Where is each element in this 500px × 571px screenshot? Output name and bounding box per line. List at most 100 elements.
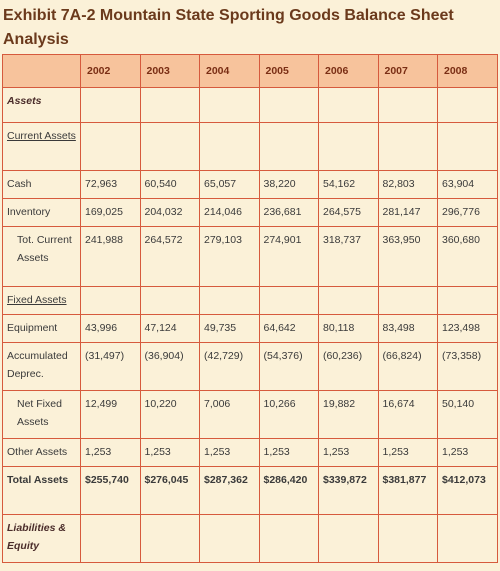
empty-cell — [318, 122, 379, 171]
cell-value: 169,025 — [80, 198, 141, 227]
cell-value: 19,882 — [318, 390, 379, 439]
cell-value: (60,236) — [318, 342, 379, 391]
table-row: Equipment 43,996 47,124 49,735 64,642 80… — [2, 314, 498, 343]
cell-value: 264,572 — [139, 226, 200, 287]
year-header: 2002 — [80, 54, 141, 88]
cell-value: 264,575 — [318, 198, 379, 227]
empty-cell — [437, 87, 498, 123]
cell-value: 279,103 — [199, 226, 260, 287]
cell-value: 123,498 — [437, 314, 498, 343]
empty-cell — [199, 286, 260, 315]
cell-value: 236,681 — [258, 198, 319, 227]
year-header: 2004 — [199, 54, 260, 88]
table-row: Assets — [2, 87, 498, 123]
cell-value: 72,963 — [80, 170, 141, 199]
cell-value: 241,988 — [80, 226, 141, 287]
title-line-2: Analysis — [3, 31, 69, 48]
cell-value: (54,376) — [258, 342, 319, 391]
empty-cell — [377, 122, 438, 171]
table-row: Fixed Assets — [2, 286, 498, 315]
empty-cell — [258, 286, 319, 315]
cell-value: 60,540 — [139, 170, 200, 199]
empty-cell — [139, 514, 200, 563]
row-label-fixed-assets: Fixed Assets — [2, 286, 81, 315]
cell-value: 1,253 — [199, 438, 260, 467]
cell-value: 64,642 — [258, 314, 319, 343]
cell-value: 281,147 — [377, 198, 438, 227]
page-title: Exhibit 7A-2 Mountain State Sporting Goo… — [3, 4, 483, 52]
cell-value: 49,735 — [199, 314, 260, 343]
cell-value: $287,362 — [199, 466, 260, 515]
cell-value: 204,032 — [139, 198, 200, 227]
empty-cell — [437, 122, 498, 171]
empty-cell — [377, 514, 438, 563]
header-row: 2002 2003 2004 2005 2006 2007 2008 — [2, 54, 498, 88]
cell-value: 82,803 — [377, 170, 438, 199]
empty-cell — [199, 122, 260, 171]
cell-value: $276,045 — [139, 466, 200, 515]
year-header: 2008 — [437, 54, 498, 88]
empty-cell — [437, 286, 498, 315]
cell-value: 363,950 — [377, 226, 438, 287]
row-label-liabilities-equity: Liabilities & Equity — [2, 514, 81, 563]
table-row: Total Assets $255,740 $276,045 $287,362 … — [2, 466, 498, 515]
row-label-equipment: Equipment — [2, 314, 81, 343]
empty-cell — [80, 122, 141, 171]
cell-value: 50,140 — [437, 390, 498, 439]
row-label-other-assets: Other Assets — [2, 438, 81, 467]
row-label-accumulated-deprec: Accumulated Deprec. — [2, 342, 81, 391]
cell-value: 10,266 — [258, 390, 319, 439]
cell-value: 1,253 — [318, 438, 379, 467]
empty-cell — [377, 87, 438, 123]
cell-value: 274,901 — [258, 226, 319, 287]
cell-value: 1,253 — [80, 438, 141, 467]
cell-value: (73,358) — [437, 342, 498, 391]
cell-value: (36,904) — [139, 342, 200, 391]
empty-cell — [199, 87, 260, 123]
cell-value: 63,904 — [437, 170, 498, 199]
empty-cell — [139, 87, 200, 123]
table-row: Current Assets — [2, 122, 498, 171]
empty-cell — [318, 286, 379, 315]
table-row: Other Assets 1,253 1,253 1,253 1,253 1,2… — [2, 438, 498, 467]
balance-sheet-table: 2002 2003 2004 2005 2006 2007 2008 Asset… — [2, 54, 498, 563]
empty-cell — [139, 286, 200, 315]
empty-cell — [377, 286, 438, 315]
row-label-total-assets: Total Assets — [2, 466, 81, 515]
row-label-net-fixed-assets: Net Fixed Assets — [2, 390, 81, 439]
header-corner — [2, 54, 81, 88]
cell-value: 296,776 — [437, 198, 498, 227]
empty-cell — [199, 514, 260, 563]
empty-cell — [318, 87, 379, 123]
cell-value: 1,253 — [377, 438, 438, 467]
year-header: 2007 — [377, 54, 438, 88]
cell-value: 360,680 — [437, 226, 498, 287]
cell-value: (31,497) — [80, 342, 141, 391]
year-header: 2003 — [139, 54, 200, 88]
cell-value: 54,162 — [318, 170, 379, 199]
cell-value: 80,118 — [318, 314, 379, 343]
cell-value: $255,740 — [80, 466, 141, 515]
row-label-total-current-assets: Tot. Current Assets — [2, 226, 81, 287]
cell-value: $286,420 — [258, 466, 319, 515]
cell-value: 1,253 — [437, 438, 498, 467]
row-label-current-assets: Current Assets — [2, 122, 81, 171]
year-header: 2006 — [318, 54, 379, 88]
cell-value: (66,824) — [377, 342, 438, 391]
cell-value: 43,996 — [80, 314, 141, 343]
table-row: Cash 72,963 60,540 65,057 38,220 54,162 … — [2, 170, 498, 199]
cell-value: 38,220 — [258, 170, 319, 199]
empty-cell — [258, 514, 319, 563]
cell-value: 7,006 — [199, 390, 260, 439]
empty-cell — [80, 514, 141, 563]
table-row: Accumulated Deprec. (31,497) (36,904) (4… — [2, 342, 498, 391]
empty-cell — [318, 514, 379, 563]
year-header: 2005 — [258, 54, 319, 88]
row-label-inventory: Inventory — [2, 198, 81, 227]
table-row: Inventory 169,025 204,032 214,046 236,68… — [2, 198, 498, 227]
cell-value: 1,253 — [139, 438, 200, 467]
row-label-cash: Cash — [2, 170, 81, 199]
table-row: Tot. Current Assets 241,988 264,572 279,… — [2, 226, 498, 287]
row-label-assets: Assets — [2, 87, 81, 123]
